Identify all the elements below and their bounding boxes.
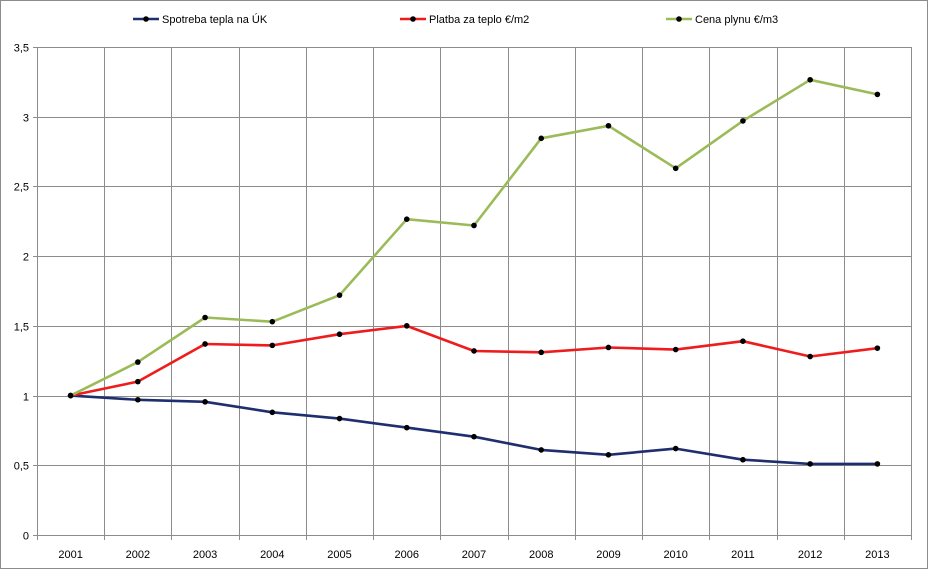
x-tick-label: 2001 [58,549,82,561]
x-tick-label: 2012 [798,549,822,561]
data-point [67,392,74,399]
data-point [807,461,813,467]
series-line [70,394,878,466]
data-point [471,222,477,229]
data-point [605,452,612,458]
data-point [135,378,141,385]
y-tick-label: 2,5 [14,182,29,194]
data-point [807,76,813,83]
y-tick-label: 2 [23,252,29,264]
legend: Spotreba tepla na ÚK Platba za teplo €/m2… [133,13,778,26]
legend-swatch-marker [143,16,149,22]
data-point [672,165,679,172]
y-tick-label: 0 [23,531,29,543]
legend-item-0: Spotreba tepla na ÚK [133,13,268,26]
data-point [202,341,208,347]
x-tick-label: 2007 [462,549,486,561]
data-point [471,348,477,354]
x-tick-label: 2005 [327,549,351,561]
legend-label: Platba za teplo €/m2 [429,14,529,26]
series-2 [67,76,881,399]
data-point [605,122,612,129]
data-point [874,461,881,467]
data-point [269,409,276,416]
legend-swatch-marker [676,16,682,22]
data-point [269,342,276,349]
x-tick-label: 2004 [260,549,284,561]
series-1 [67,323,881,399]
y-tick-label: 3 [23,113,29,125]
data-point [403,424,410,431]
data-point [807,353,813,360]
data-point [202,314,208,321]
x-tick-label: 2013 [865,549,889,561]
data-point [740,338,746,344]
data-point [740,118,746,124]
x-tick-label: 2003 [193,549,217,561]
axes: 0 0,5 1 1,5 2 2,5 3 3,5 2001 2002 2003 2004 2005 2006… [14,43,911,561]
y-tick-label: 0,5 [14,461,29,473]
x-tick-label: 2009 [596,549,620,561]
data-point [403,216,410,222]
legend-item-1: Platba za teplo €/m2 [400,14,529,26]
x-tick-label: 2008 [529,549,553,561]
data-point [672,346,679,353]
series-line [70,324,878,397]
series-layer [67,76,881,467]
data-point [874,91,881,98]
data-point [336,331,343,338]
y-tick-label: 1,5 [14,322,29,334]
x-tick-label: 2006 [395,549,419,561]
legend-item-2: Cena plynu €/m3 [666,14,778,26]
data-point [135,359,141,365]
x-tick-label: 2011 [731,549,755,561]
x-tick-label: 2002 [126,549,150,561]
legend-label: Spotreba tepla na ÚK [162,13,268,26]
legend-label: Cena plynu €/m3 [695,14,778,26]
legend-swatch-marker [410,16,416,22]
data-point [269,318,276,325]
x-tick-label: 2010 [663,549,687,561]
data-point [538,349,545,356]
series-0 [67,392,881,467]
data-point [135,396,141,403]
y-tick-label: 3,5 [14,43,29,55]
grid [37,47,912,540]
data-point [740,456,746,463]
data-point [336,415,343,422]
data-point [538,447,545,453]
data-point [403,323,410,329]
data-point [202,399,208,405]
data-point [874,345,881,351]
data-point [672,445,679,452]
y-tick-label: 1 [23,392,29,404]
data-point [336,292,343,298]
data-point [605,344,612,351]
data-point [538,135,545,142]
data-point [471,433,477,440]
